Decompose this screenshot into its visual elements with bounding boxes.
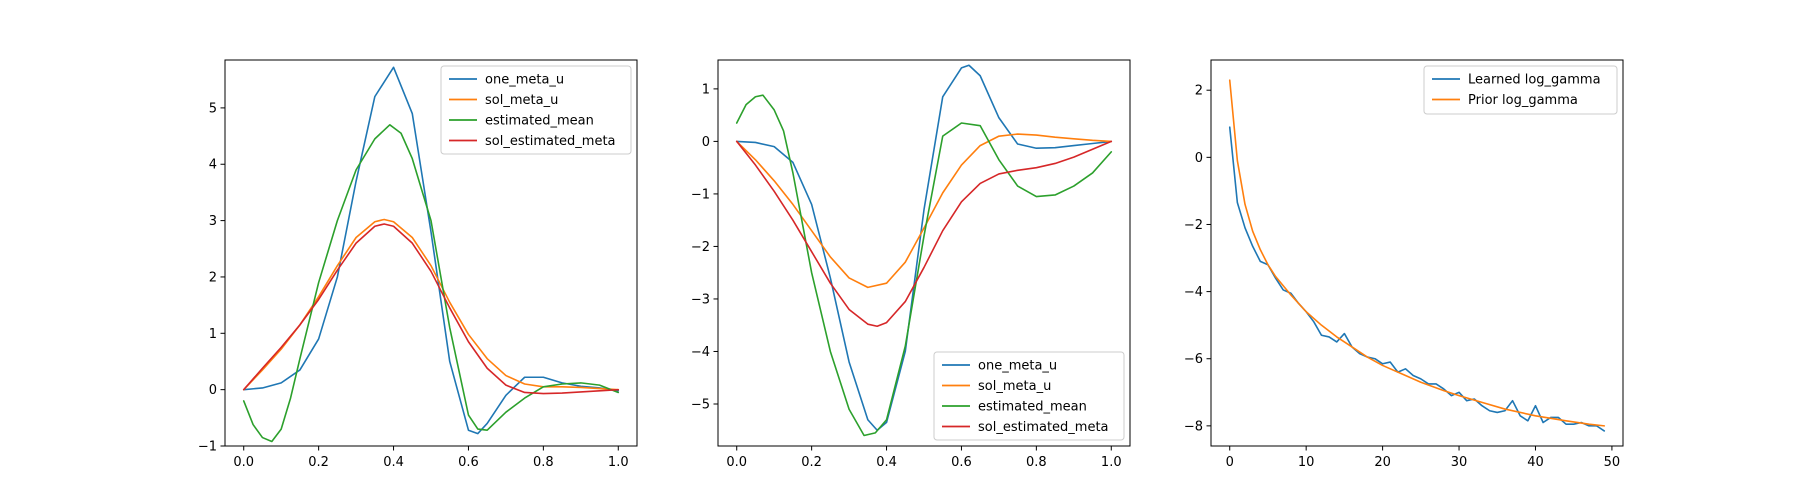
y-tick-label: 1	[702, 82, 710, 97]
x-tick-label: 1.0	[1101, 455, 1122, 470]
series-line-learned-log-gamma	[1228, 126, 1606, 432]
legend-label: one_meta_u	[485, 73, 564, 88]
y-tick-label: 0	[702, 135, 710, 150]
legend-label: estimated_mean	[978, 400, 1087, 415]
x-tick-label: 20	[1374, 455, 1391, 470]
legend: one_meta_u sol_meta_u estimated_mean sol_es…	[440, 65, 632, 155]
x-tick-label: 0.6	[458, 455, 479, 470]
y-tick-label: 0	[209, 383, 217, 398]
legend-label: sol_estimated_meta	[485, 134, 616, 149]
series-line-one-meta-u	[242, 66, 620, 435]
legend-box	[1423, 65, 1618, 115]
x-tick-label: 0.8	[533, 455, 554, 470]
axes-frame	[1210, 59, 1624, 447]
y-tick-label: 3	[209, 214, 217, 229]
series-line-sol-estimated-meta	[735, 140, 1113, 328]
legend-label: one_meta_u	[978, 359, 1057, 374]
legend-label: sol_meta_u	[485, 93, 558, 108]
legend-box	[440, 65, 632, 155]
y-tick-label: −6	[1184, 352, 1203, 367]
y-tick-label: −5	[691, 397, 710, 412]
series-line-prior-log-gamma	[1228, 79, 1606, 427]
x-tick-label: 40	[1527, 455, 1544, 470]
legend-label: Prior log_gamma	[1468, 93, 1578, 108]
subplot-middle: 0.0 0.2 0.4 0.6 0.8 1.0 −5 −4 −3 −2 −1 0 1 one_meta_u…	[691, 59, 1131, 470]
series-line-sol-estimated-meta	[242, 223, 620, 395]
series-line-sol-meta-u	[735, 133, 1113, 289]
x-tick-label: 0.2	[308, 455, 329, 470]
legend: Learned log_gamma Prior log_gamma	[1423, 65, 1618, 115]
series-line-estimated-mean	[735, 94, 1113, 437]
legend-label: Learned log_gamma	[1468, 73, 1601, 88]
series-line-sol-meta-u	[242, 218, 620, 391]
y-tick-label: 1	[209, 327, 217, 342]
x-tick-label: 0.2	[801, 455, 822, 470]
y-tick-label: −4	[691, 345, 710, 360]
y-tick-label: −3	[691, 292, 710, 307]
x-tick-label: 10	[1298, 455, 1315, 470]
subplot-right: 0 10 20 30 40 50 −8 −6 −4 −2 0 2 Learned log_gamma Pr…	[1184, 59, 1624, 470]
series-line-estimated-mean	[242, 124, 620, 443]
subplot-left: 0.0 0.2 0.4 0.6 0.8 1.0 −1 0 1 2 3 4 5 one_meta_u sol_…	[198, 59, 638, 470]
x-tick-label: 30	[1451, 455, 1468, 470]
x-tick-label: 0.6	[951, 455, 972, 470]
y-tick-label: −2	[1184, 218, 1203, 233]
y-tick-label: 4	[209, 158, 217, 173]
series-line-one-meta-u	[735, 64, 1113, 432]
x-tick-label: 0.8	[1026, 455, 1047, 470]
axes-frame	[717, 59, 1131, 447]
legend-label: estimated_mean	[485, 114, 594, 129]
x-tick-label: 0.4	[876, 455, 897, 470]
x-tick-label: 1.0	[608, 455, 629, 470]
y-tick-label: 5	[209, 101, 217, 116]
y-tick-label: −2	[691, 240, 710, 255]
x-tick-label: 50	[1604, 455, 1621, 470]
axes-frame	[224, 59, 638, 447]
legend: one_meta_u sol_meta_u estimated_mean sol_es…	[933, 351, 1125, 441]
y-tick-label: 0	[1195, 151, 1203, 166]
y-tick-label: −8	[1184, 419, 1203, 434]
x-tick-label: 0.0	[726, 455, 747, 470]
y-tick-label: −1	[691, 187, 710, 202]
x-tick-label: 0	[1226, 455, 1234, 470]
legend-label: sol_meta_u	[978, 379, 1051, 394]
x-tick-label: 0.0	[233, 455, 254, 470]
y-tick-label: −1	[198, 440, 217, 455]
y-tick-label: 2	[209, 270, 217, 285]
legend-label: sol_estimated_meta	[978, 420, 1109, 435]
y-tick-label: 2	[1195, 84, 1203, 99]
y-tick-label: −4	[1184, 285, 1203, 300]
x-tick-label: 0.4	[383, 455, 404, 470]
legend-box	[933, 351, 1125, 441]
